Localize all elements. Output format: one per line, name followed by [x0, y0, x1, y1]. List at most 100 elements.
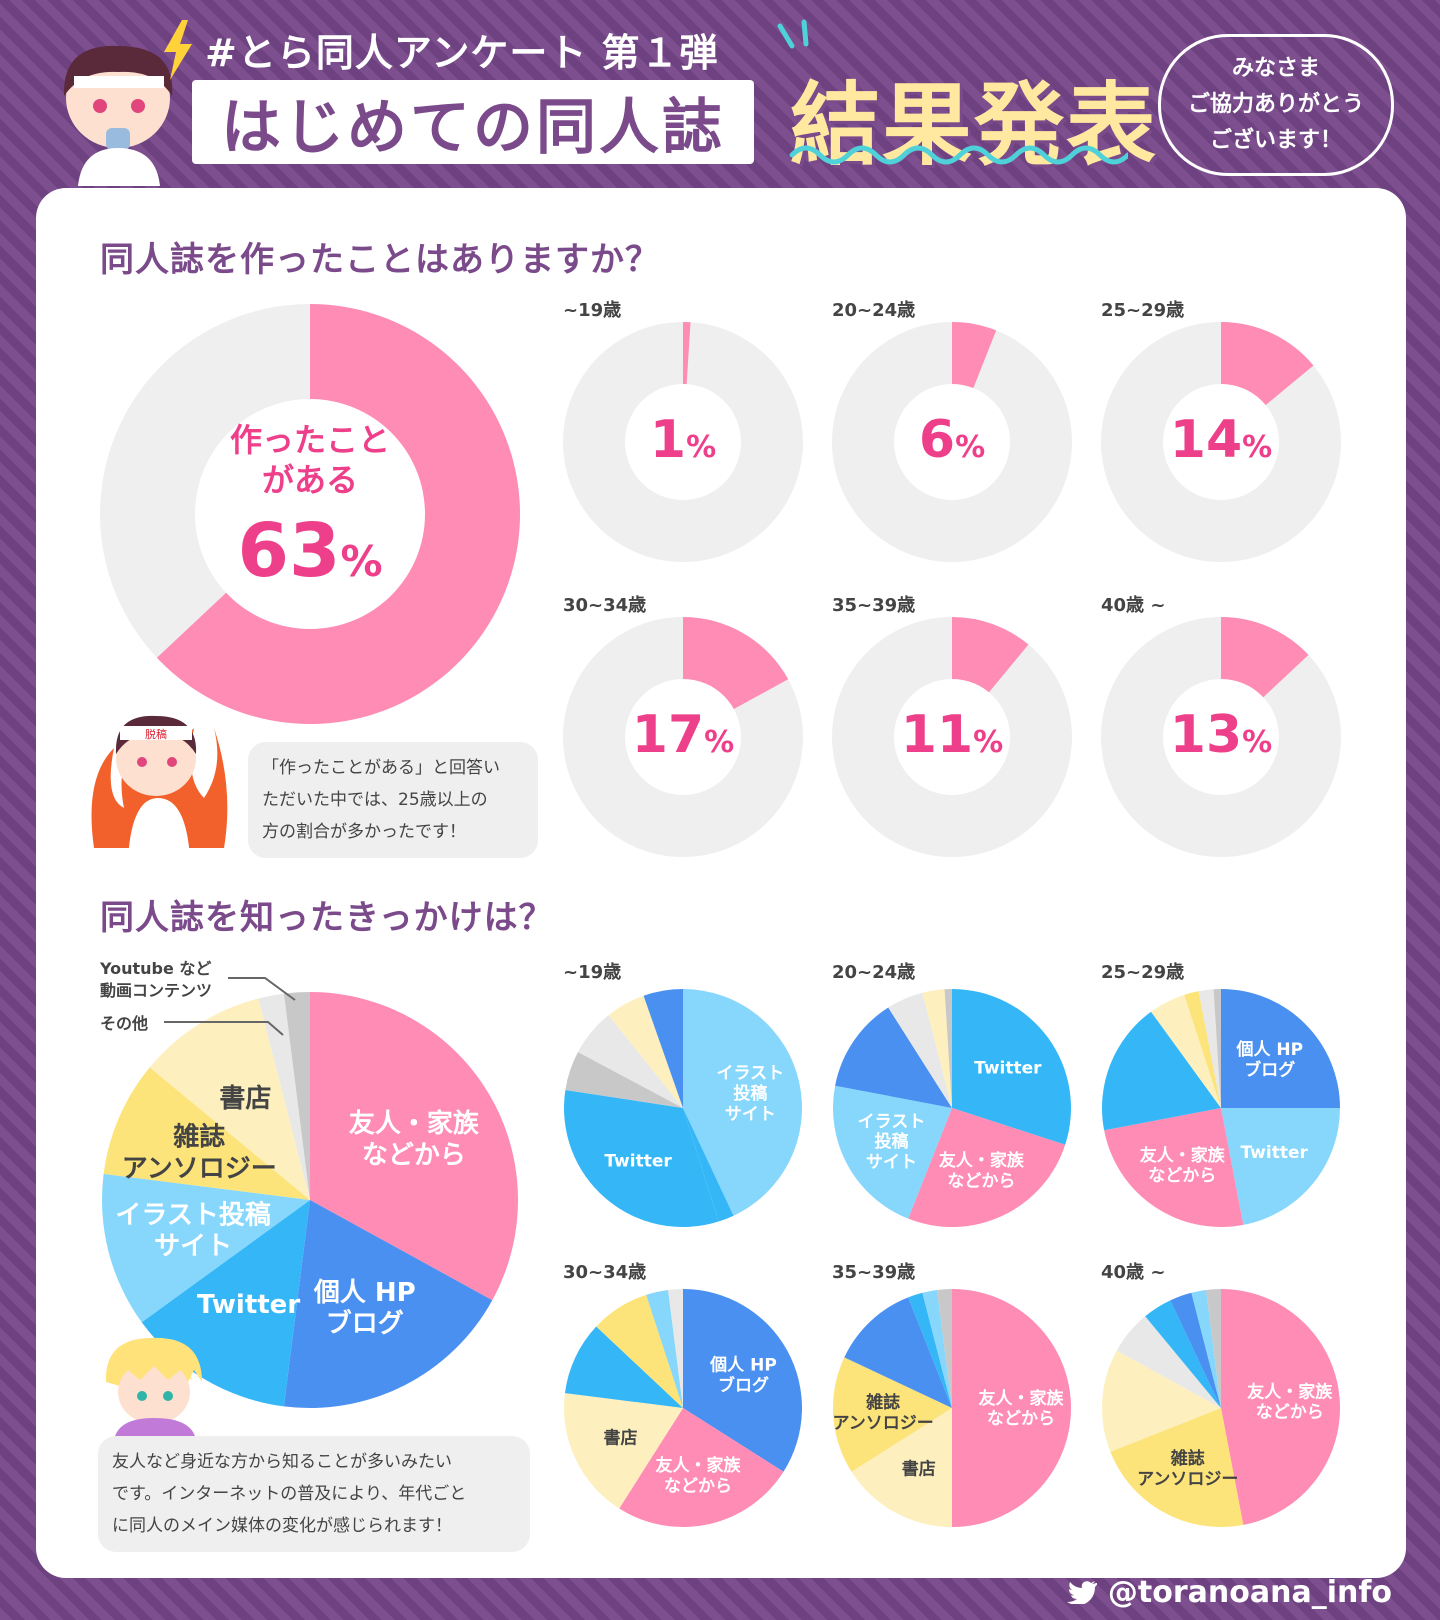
pie-slice — [103, 1067, 311, 1200]
pie-label-line: 書店 — [902, 1458, 936, 1479]
donut-hole — [625, 679, 741, 795]
value-unit: % — [1242, 430, 1273, 465]
age-donut-chart — [832, 322, 1072, 562]
age-label: 40歳 ~ — [1101, 595, 1166, 616]
pie-label-line: サイト — [725, 1104, 776, 1124]
pie-slice — [283, 1200, 493, 1408]
thanks-line: みなさま — [1231, 56, 1320, 81]
pie-slice — [683, 989, 802, 1216]
pie-label-line: などから — [947, 1172, 1015, 1192]
age-label: 25~29歳 — [1101, 962, 1185, 983]
pie-label-line: 友人・家族 — [979, 1388, 1065, 1409]
section2-bubble: 友人など身近な方から知ることが多いみたい です。インターネットの普及により、年代… — [98, 1436, 530, 1552]
pie-label-line: イラスト — [858, 1112, 926, 1132]
pie-slice — [944, 989, 952, 1108]
mascot-speaker-image — [63, 45, 173, 186]
pie-slice — [952, 989, 1071, 1145]
age-donut-chart — [1101, 322, 1341, 562]
value-unit: % — [955, 430, 986, 465]
pie-label: 個人 HP ブログ — [709, 1354, 777, 1395]
pie-label: 友人・家族などから — [939, 1150, 1025, 1191]
pie-label-line: アンソロジー — [1137, 1470, 1238, 1490]
pie-label: 個人 HP ブログ — [313, 1278, 416, 1339]
pie-slice — [1110, 1408, 1244, 1527]
pie-label: Twitter — [197, 1290, 300, 1320]
age-donut-chart — [563, 322, 803, 562]
pie-slice — [564, 1326, 683, 1408]
age-donut-value: 17% — [563, 705, 803, 765]
age-label: ~19歳 — [563, 962, 622, 983]
pie-label-line: 友人・家族 — [939, 1150, 1025, 1171]
pie-label: 書店 — [219, 1084, 271, 1114]
pie-slice — [1151, 994, 1221, 1108]
pie-slice — [922, 989, 952, 1108]
pie-label: 友人・家族などから — [1140, 1145, 1226, 1186]
twitter-handle[interactable]: @toranoana_info — [1067, 1575, 1392, 1610]
pie-slice — [851, 1408, 952, 1527]
pie-slice — [1213, 989, 1221, 1108]
survey-subtitle: #とら同人アンケート 第１弾 — [205, 31, 719, 75]
section1-title: 同人誌を作ったことはありますか？ — [100, 240, 660, 280]
value-number: 17 — [631, 705, 705, 765]
mascot-band-text: 脱稿 — [145, 727, 167, 741]
pie-slice — [577, 1015, 683, 1108]
pie-label: 個人 HP ブログ — [1235, 1039, 1303, 1080]
age-donut-chart — [832, 617, 1072, 857]
pie-label-line: 個人 HP — [709, 1354, 777, 1375]
pie-slice — [888, 992, 952, 1108]
pie-label-line: アンソロジー — [122, 1154, 277, 1184]
main-donut-value: 63% — [200, 508, 420, 594]
value-unit: % — [686, 430, 717, 465]
age-donut-chart — [1101, 617, 1341, 857]
pie-label-line: 友人・家族 — [656, 1455, 742, 1476]
pie-slice — [596, 1294, 683, 1408]
pie-slice — [937, 1289, 952, 1408]
callout-line: Youtube など — [100, 959, 212, 978]
pie-slice — [1145, 1300, 1221, 1408]
pie-label: 雑誌アンソロジー — [832, 1392, 933, 1433]
age-donut-value: 1% — [563, 410, 803, 470]
age-donut-value: 6% — [832, 410, 1072, 470]
pie-slice — [1102, 1350, 1221, 1452]
pie-slice — [1104, 1108, 1244, 1227]
pie-slice — [952, 1289, 1071, 1527]
pie-slice — [1198, 989, 1221, 1108]
pie-label: 友人・家族などから — [1247, 1381, 1333, 1422]
pie-label-line: 雑誌 — [172, 1122, 225, 1153]
bubble-line: です。インターネットの普及により、年代ごと — [112, 1484, 467, 1504]
mascot-flame-image: 脱稿 — [91, 715, 228, 858]
bubble-line: 方の割合が多かったです！ — [262, 822, 466, 842]
wave-decoration — [789, 145, 1128, 165]
pie-label: イラスト投稿サイト — [115, 1200, 270, 1262]
pie-label-line: 書店 — [604, 1427, 638, 1448]
spark-icon — [777, 19, 809, 49]
pie-slice — [683, 1289, 802, 1472]
pie-slice — [1221, 1108, 1340, 1225]
age-label: 35~39歳 — [832, 1262, 916, 1283]
pie-slice — [258, 993, 310, 1200]
header: #とら同人アンケート 第１弾 はじめての同人誌 結果発表 みなさま ご協力ありが… — [0, 0, 1440, 190]
pie-slice — [102, 1173, 310, 1323]
pie-label-line: Twitter — [604, 1151, 672, 1171]
pie-label-line: ブログ — [1244, 1059, 1295, 1080]
age-donut-value: 14% — [1101, 410, 1341, 470]
value-number: 11 — [900, 705, 974, 765]
donut-hole — [625, 384, 741, 500]
pie-label: イラスト投稿サイト — [717, 1064, 785, 1125]
main-donut-label: 作ったこと がある — [190, 420, 430, 500]
value-number: 14 — [1169, 410, 1243, 470]
pie-slice — [619, 1408, 784, 1527]
age-label: 30~34歳 — [563, 595, 647, 616]
pie-label-line: などから — [1256, 1403, 1324, 1423]
thanks-line: ご協力ありがとう — [1187, 92, 1364, 117]
pie-label: 書店 — [902, 1458, 936, 1479]
section2-title: 同人誌を知ったきっかけは？ — [100, 898, 554, 938]
thanks-line: ございます！ — [1209, 128, 1342, 153]
pie-slice — [1170, 1292, 1221, 1408]
pie-slice — [908, 1108, 1066, 1227]
pie-label-line: アンソロジー — [832, 1413, 933, 1433]
callout-video: Youtube など 動画コンテンツ — [100, 958, 212, 1002]
section1-bubble: 「作ったことがある」と回答い ただいた中では、25歳以上の 方の割合が多かったで… — [248, 742, 538, 858]
donut-hole — [1163, 384, 1279, 500]
